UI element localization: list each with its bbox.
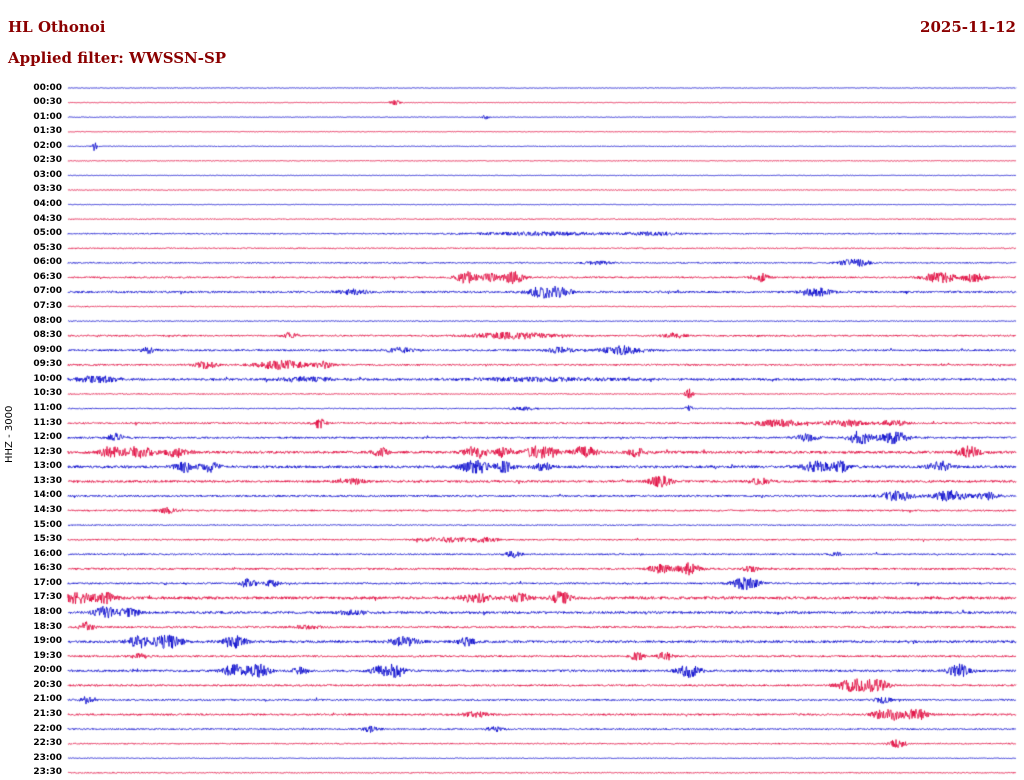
time-label: 13:00 — [33, 461, 62, 472]
time-label: 02:00 — [33, 140, 62, 151]
time-label: 05:00 — [33, 228, 62, 239]
time-label: 19:00 — [33, 636, 62, 647]
time-label: 20:30 — [33, 679, 62, 690]
time-label: 12:00 — [33, 432, 62, 443]
filter-label: Applied filter: WWSSN-SP — [8, 49, 227, 67]
time-label: 10:00 — [33, 373, 62, 384]
time-label: 18:30 — [33, 621, 62, 632]
time-label: 23:30 — [33, 767, 62, 778]
time-label: 15:30 — [33, 534, 62, 545]
time-label: 14:00 — [33, 490, 62, 501]
time-label: 17:00 — [33, 577, 62, 588]
time-label: 21:30 — [33, 709, 62, 719]
time-label: 01:30 — [33, 126, 62, 137]
time-label: 10:30 — [33, 388, 62, 399]
time-label: 11:00 — [33, 403, 62, 414]
time-label: 08:30 — [33, 330, 62, 341]
time-label: 16:00 — [33, 548, 62, 559]
channel-scale-label: HHZ - 3000 — [4, 405, 15, 463]
time-label: 02:30 — [33, 155, 62, 166]
date-label: 2025-11-12 — [920, 18, 1016, 36]
time-label: 20:00 — [33, 665, 62, 676]
time-label: 09:30 — [33, 359, 62, 370]
time-label: 03:30 — [33, 184, 62, 195]
time-label: 00:00 — [33, 82, 62, 93]
time-label: 14:30 — [33, 505, 62, 516]
time-label: 23:00 — [33, 752, 62, 763]
time-label: 17:30 — [33, 592, 62, 603]
time-label: 07:30 — [33, 301, 62, 312]
time-label: 15:00 — [33, 519, 62, 530]
time-label: 00:30 — [33, 97, 62, 108]
time-label: 21:00 — [33, 694, 62, 705]
time-label: 22:00 — [33, 723, 62, 734]
time-label: 07:00 — [33, 286, 62, 297]
time-label: 09:00 — [33, 344, 62, 355]
time-label: 08:00 — [33, 315, 62, 326]
time-label: 11:30 — [33, 417, 62, 428]
time-label: 06:30 — [33, 271, 62, 282]
time-label: 04:30 — [33, 213, 62, 224]
time-label: 13:30 — [33, 475, 62, 486]
time-label: 12:30 — [33, 446, 62, 457]
time-label: 05:30 — [33, 242, 62, 253]
time-label: 01:00 — [33, 111, 62, 122]
time-label: 19:30 — [33, 650, 62, 661]
time-label: 04:00 — [33, 199, 62, 210]
time-label: 18:00 — [33, 607, 62, 618]
time-label: 22:30 — [33, 738, 62, 749]
time-label: 16:30 — [33, 563, 62, 574]
time-label: 03:00 — [33, 169, 62, 180]
station-title: HL Othonoi — [8, 18, 106, 36]
time-label: 06:00 — [33, 257, 62, 268]
